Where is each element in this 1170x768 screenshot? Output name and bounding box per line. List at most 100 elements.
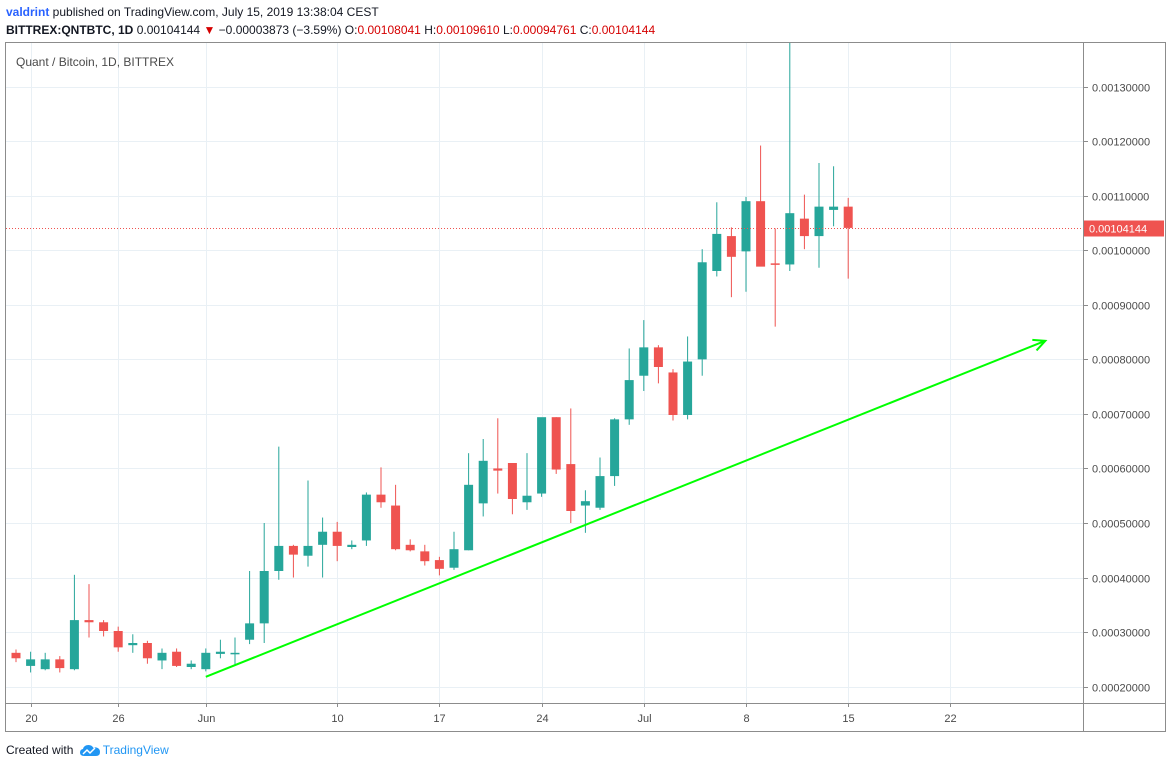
candle-body	[142, 643, 152, 659]
candle-body	[84, 620, 94, 623]
axis-lines	[6, 43, 1165, 731]
tradingview-brand[interactable]: TradingView	[102, 743, 169, 757]
candle-body	[434, 560, 444, 569]
candle	[391, 484, 401, 551]
grid	[6, 43, 1083, 703]
candle-body	[799, 218, 809, 237]
candle-body	[785, 213, 795, 265]
candle	[639, 320, 649, 391]
x-tick-label: 26	[112, 713, 124, 725]
candle	[26, 651, 36, 673]
y-tick-label: 0.00070000	[1092, 410, 1150, 422]
created-with-text: Created with	[6, 743, 74, 757]
candle-body	[537, 417, 547, 494]
candle	[128, 634, 138, 653]
open-label: O:	[344, 23, 358, 37]
candle-body	[551, 417, 561, 470]
candle-body	[318, 531, 328, 545]
candle-body	[683, 361, 693, 415]
y-tick-label: 0.00050000	[1092, 519, 1150, 531]
candle-body	[201, 652, 211, 670]
x-tick-label: 24	[536, 713, 548, 725]
x-tick-label: 10	[331, 713, 343, 725]
candle	[259, 523, 269, 643]
last-price-tag	[1084, 220, 1164, 237]
candle	[347, 540, 357, 550]
candle	[843, 197, 853, 279]
candle	[157, 648, 167, 670]
candle	[624, 348, 634, 425]
y-tick-label: 0.00100000	[1092, 246, 1150, 258]
candle-body	[11, 652, 21, 659]
y-tick-label: 0.00040000	[1092, 574, 1150, 586]
high-value: 0.00109610	[436, 23, 500, 37]
candle	[69, 574, 79, 671]
trendline[interactable]	[205, 338, 1048, 678]
candle	[376, 467, 386, 508]
candle-body	[697, 262, 707, 360]
candle	[449, 531, 459, 570]
candle-body	[405, 544, 415, 551]
low-value: 0.00094761	[512, 23, 577, 37]
x-tick-label: 20	[25, 713, 37, 725]
chart-header: valdrint published on TradingView.com, J…	[6, 3, 1166, 39]
candle	[653, 345, 663, 384]
candle	[610, 418, 620, 486]
candle	[712, 202, 722, 277]
candle-body	[288, 545, 298, 555]
price-axis[interactable]: 0.00020000 0.00030000 0.00040000 0.00050000…	[1083, 83, 1150, 695]
x-tick-label: Jun	[198, 713, 216, 725]
candle	[493, 418, 503, 494]
candle	[99, 620, 109, 637]
open-value: 0.00108041	[357, 23, 421, 37]
published-text: published on TradingView.com, July 15, 2…	[49, 5, 379, 19]
candle-body	[376, 494, 386, 503]
candlestick-chart[interactable]: 0.00104144 0.00020000 0.00030000 0.0004000…	[6, 43, 1166, 732]
candle	[172, 648, 182, 667]
candle	[522, 453, 532, 510]
candle	[318, 517, 328, 578]
candle-body	[507, 463, 517, 499]
candle-body	[420, 551, 430, 562]
candle-body	[274, 545, 284, 571]
candle-body	[493, 468, 503, 471]
candle	[230, 637, 240, 665]
x-tick-label: Jul	[637, 713, 651, 725]
candle-body	[332, 531, 342, 546]
high-label: H:	[424, 23, 437, 37]
candle	[288, 544, 298, 578]
chart-frame[interactable]: 0.00104144 0.00020000 0.00030000 0.0004000…	[5, 42, 1166, 732]
candle-body	[668, 372, 678, 415]
candle	[332, 521, 342, 562]
x-tick-label: 17	[433, 713, 445, 725]
candle-body	[391, 505, 401, 550]
candle-body	[478, 460, 488, 504]
close-label: C:	[579, 23, 592, 37]
candle	[478, 439, 488, 517]
y-tick-label: 0.00130000	[1092, 83, 1150, 95]
time-axis[interactable]: 20 26 Jun 10 17 24 Jul 8 15 22	[25, 703, 957, 725]
candle-body	[624, 380, 634, 420]
last-price-line: 0.00104144	[6, 220, 1164, 237]
x-tick-label: 8	[743, 713, 749, 725]
candle-body	[610, 419, 620, 477]
candle-body	[113, 631, 123, 648]
author-link[interactable]: valdrint	[6, 5, 50, 19]
candle-body	[770, 263, 780, 265]
candle-body	[464, 484, 474, 551]
candle	[683, 336, 693, 420]
candle	[814, 163, 824, 268]
candle	[756, 145, 766, 267]
x-tick-label: 22	[944, 713, 956, 725]
candle-body	[522, 495, 532, 503]
last-price: 0.00104144	[136, 23, 201, 37]
candle-body	[449, 549, 459, 568]
candle-body	[580, 501, 590, 506]
candle	[799, 194, 809, 250]
candle	[405, 539, 415, 552]
candle	[40, 652, 50, 671]
candle-body	[303, 545, 313, 556]
candle-body	[814, 206, 824, 237]
trendline-arrow	[205, 339, 1046, 678]
candle	[245, 571, 255, 645]
